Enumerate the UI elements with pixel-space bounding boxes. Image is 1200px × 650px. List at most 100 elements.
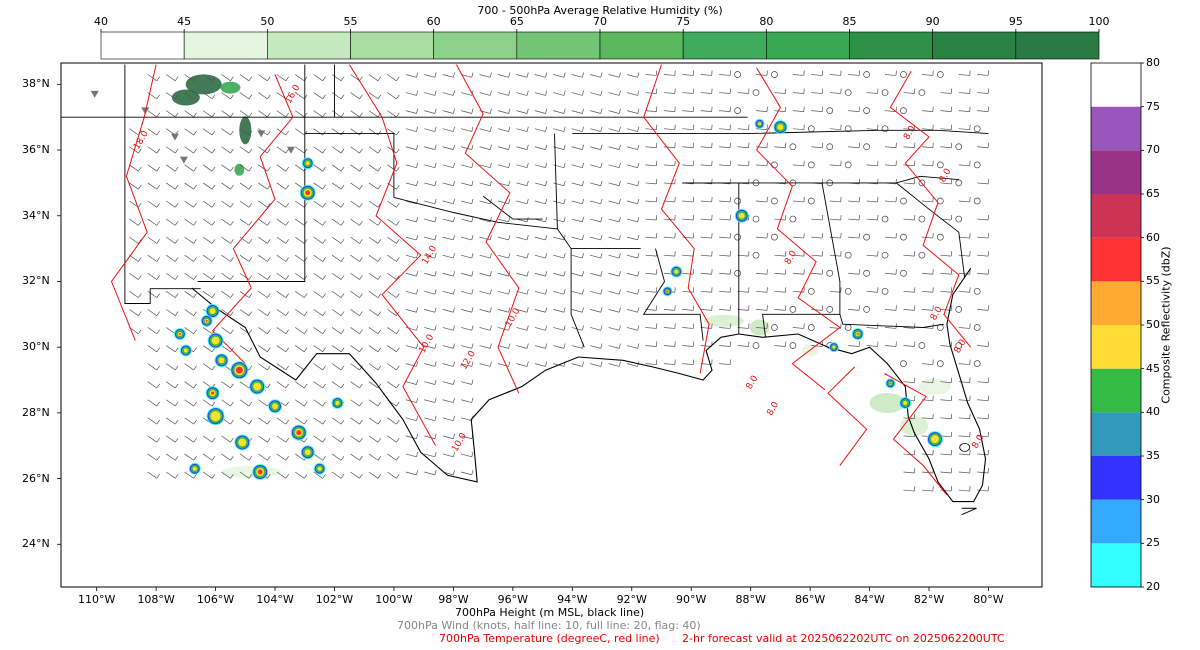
wind-barb (166, 291, 179, 298)
wind-barb (571, 108, 584, 114)
wind-barb (479, 253, 492, 259)
wind-barb (534, 180, 548, 187)
wind-barb (147, 381, 160, 389)
wind-barb (258, 363, 271, 371)
temperature-contour (211, 74, 294, 364)
wind-barb (184, 254, 197, 262)
calm-wind-circle (789, 342, 797, 349)
wind-barb (258, 74, 271, 82)
wind-barb (258, 345, 271, 353)
wind-barb (811, 214, 824, 221)
wind-barb (682, 323, 695, 329)
wind-barb (811, 88, 824, 94)
wind-barb (645, 106, 658, 112)
wind-barb (147, 218, 160, 226)
wind-barb (258, 254, 271, 262)
wind-barb (424, 397, 437, 403)
wind-barb (313, 381, 326, 389)
humidity-patch (220, 81, 241, 94)
wind-barb (313, 291, 326, 298)
calm-wind-circle (789, 143, 797, 151)
wind-barb (424, 235, 437, 241)
calm-wind-circle (771, 71, 778, 78)
wind-barb (571, 271, 584, 277)
humidity-bin-95 (1015, 31, 1100, 60)
radar-echo (200, 314, 213, 327)
reflectivity-bin-60 (1091, 194, 1141, 238)
wind-barb (442, 126, 455, 132)
wind-barb (534, 325, 548, 331)
wind-barb (534, 289, 548, 295)
wind-barb (866, 287, 879, 293)
calm-wind-circle (844, 89, 852, 96)
wind-barb (829, 88, 842, 94)
wind-barb (479, 289, 492, 295)
wind-barb (313, 236, 326, 244)
longitude-label: 92°W (616, 593, 647, 606)
wind-barb (479, 126, 492, 132)
wind-barb (221, 435, 234, 443)
wind-barb (737, 287, 750, 293)
wind-barb (442, 289, 455, 295)
wind-barb (239, 345, 253, 353)
wind-barb (977, 449, 989, 456)
wind-barb (239, 74, 253, 82)
wind-barb (202, 92, 216, 100)
wind-barb (424, 289, 437, 295)
wind-barb (479, 343, 492, 349)
wind-barb (258, 272, 271, 280)
calm-wind-circle (844, 161, 852, 169)
wind-barb (516, 180, 529, 187)
wind-barb (719, 305, 731, 311)
wind-barb (497, 271, 511, 277)
wind-barb (350, 471, 363, 479)
wind-barb (331, 254, 345, 262)
wind-barb (350, 218, 363, 226)
wind-barb (368, 146, 382, 154)
wind-barb (626, 216, 640, 223)
calm-wind-circle (734, 71, 741, 78)
wind-barb (885, 341, 897, 347)
wind-barb (166, 146, 179, 154)
reflectivity-tick-label: 80 (1146, 56, 1160, 69)
wind-barb (368, 164, 382, 172)
wind-barb (590, 361, 603, 367)
wind-barb (387, 200, 400, 208)
wind-barb (663, 70, 676, 76)
calm-wind-circle (863, 71, 870, 78)
wind-barb (516, 72, 529, 78)
wind-barb (719, 70, 731, 76)
wind-barb (129, 164, 142, 172)
wind-barb (848, 341, 860, 347)
radar-echo (754, 118, 765, 129)
wind-barb (276, 74, 289, 82)
wind-barb (516, 126, 529, 132)
wind-barb (424, 253, 437, 259)
wind-barb (755, 70, 768, 76)
wind-barb (977, 214, 989, 221)
wind-barb (202, 291, 216, 298)
wind-barb (682, 305, 695, 311)
wind-barb (663, 359, 676, 365)
wind-barb (866, 124, 879, 131)
wind-barb (590, 144, 603, 150)
wind-barb (700, 160, 713, 167)
reflectivity-bin-65 (1091, 150, 1141, 194)
wind-barb (682, 142, 695, 149)
wind-barb (461, 126, 474, 132)
wind-barb (368, 345, 382, 353)
wind-barb (903, 214, 916, 221)
wind-barb (405, 162, 419, 169)
wind-barb (221, 399, 234, 407)
wind-barb (497, 162, 511, 169)
wind-barb (774, 341, 787, 347)
wind-barb (479, 144, 492, 150)
wind-barb (147, 164, 160, 172)
longitude-label: 98°W (438, 593, 469, 606)
wind-barb (387, 92, 400, 100)
wind-barb (608, 289, 621, 295)
wind-barb (313, 327, 326, 335)
wind-barb (719, 359, 731, 365)
wind-barb (645, 214, 658, 221)
humidity-patch (869, 393, 906, 414)
